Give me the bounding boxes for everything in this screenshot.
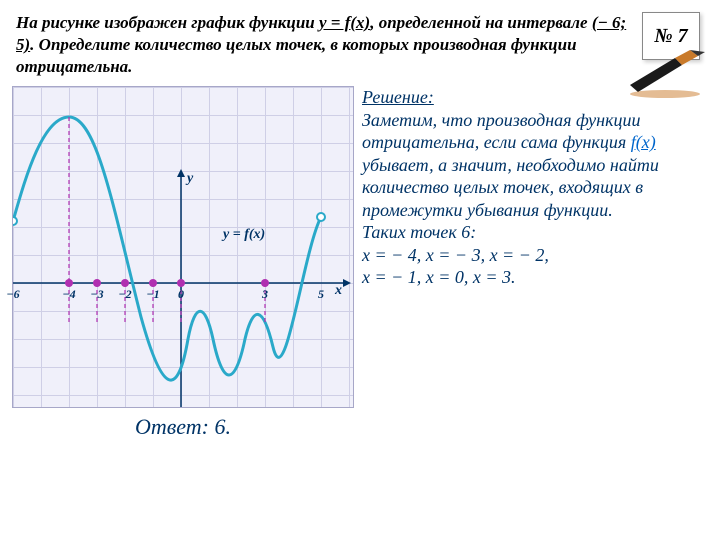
y-axis-label: y [187, 171, 193, 187]
slide: { "header":{ "text_html":"На рисунке изо… [0, 0, 720, 540]
problem-text: На рисунке изображен график функции y = … [16, 13, 626, 76]
x-tick: 0 [178, 287, 184, 302]
x-tick: −2 [118, 287, 131, 302]
function-graph: y x y = f(x) −6−4−3−2−1035 [12, 86, 354, 408]
graph-svg [13, 87, 353, 407]
content-body: y x y = f(x) −6 −4 −3 −2 −1 0 3 5 Ответ: 6. Реш… [0, 86, 720, 440]
solution-text: Решение: Заметим, что производная функци… [362, 86, 708, 289]
curve-label: y = f(x) [223, 227, 265, 243]
pen-decoration [620, 50, 710, 100]
solution-body: Заметим, что производная функции отрицат… [362, 110, 659, 288]
x-tick: −6 [6, 287, 19, 302]
problem-statement: На рисунке изображен график функции y = … [0, 0, 720, 86]
x-axis-label: x [335, 283, 342, 299]
left-column: y x y = f(x) −6−4−3−2−1035 Ответ: 6. [12, 86, 354, 440]
problem-number: № 7 [654, 25, 687, 48]
x-tick: −1 [146, 287, 159, 302]
x-tick: 5 [318, 287, 324, 302]
x-tick: 3 [262, 287, 268, 302]
solution-title: Решение: [362, 87, 434, 107]
x-tick: −3 [90, 287, 103, 302]
x-tick: −4 [62, 287, 75, 302]
answer: Ответ: 6. [12, 414, 354, 440]
